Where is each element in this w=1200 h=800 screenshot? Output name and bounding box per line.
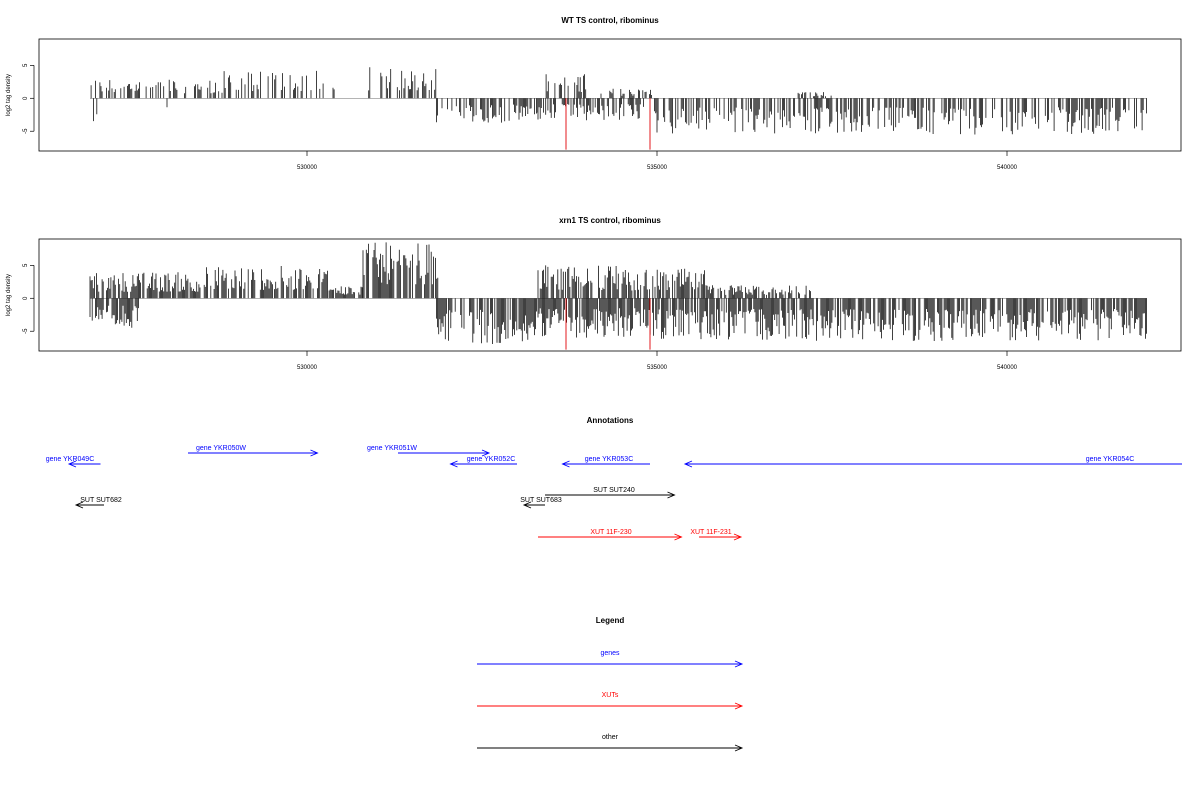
legend-label: XUTs [602, 692, 619, 699]
y-tick-label: 0 [23, 96, 29, 100]
wt-plot-frame [38, 38, 1182, 152]
legend-item: other [477, 734, 744, 752]
x-tick-label: 540000 [997, 165, 1018, 171]
wt-x-axis: 530000 535000 540000 [297, 151, 1018, 171]
x-tick-label: 530000 [297, 365, 318, 371]
annotation-feature: gene YKR050W [188, 445, 319, 457]
arrow-head-icon [67, 460, 77, 468]
xrn1-x-axis: 530000 535000 540000 [297, 351, 1018, 371]
y-tick-label: -5 [23, 128, 29, 134]
y-tick-label: 5 [23, 263, 29, 267]
wt-y-axis: 5 0 -5 [23, 63, 35, 134]
annotation-feature: gene YKR054C [683, 456, 1182, 468]
annotation-label: SUT SUT683 [520, 497, 562, 504]
annotation-label: XUT 11F-231 [690, 529, 731, 536]
legend-item: XUTs [477, 692, 744, 710]
annotations-title: Annotations [587, 416, 634, 425]
annotation-label: gene YKR049C [46, 456, 95, 463]
xrn1-density-panel: xrn1 TS control, ribominus 530000 535000 5… [6, 216, 1182, 371]
wt-density-panel: WT TS control, ribominus 530000 535000 540… [6, 16, 1182, 171]
annotation-feature: gene YKR051W [367, 445, 491, 457]
annotation-label: gene YKR052C [467, 456, 516, 463]
annotation-label: gene YKR051W [367, 445, 417, 452]
arrow-head-icon [683, 460, 693, 468]
legend-label: genes [600, 650, 620, 657]
arrow-head-icon [522, 501, 532, 509]
annotation-label: XUT 11F-230 [590, 529, 631, 536]
density-bars [89, 242, 1147, 344]
legend-title: Legend [596, 616, 625, 625]
annotation-feature: gene YKR049C [46, 456, 101, 468]
annotation-tracks: gene YKR049C gene YKR050W gene YKR051W gene… [46, 445, 1182, 541]
arrow-head-icon [667, 491, 676, 499]
arrow-head-icon [734, 660, 744, 668]
arrow-head-icon [310, 449, 319, 457]
arrow-head-icon [674, 533, 683, 541]
x-tick-label: 530000 [297, 165, 318, 171]
arrow-head-icon [481, 449, 491, 457]
arrow-head-icon [734, 702, 744, 710]
xrn1-bars [89, 242, 1147, 344]
annotation-label: gene YKR053C [585, 456, 634, 463]
xrn1-y-axis-label: log2 tag density [6, 274, 12, 316]
annotation-feature: SUT SUT683 [520, 497, 562, 509]
annotation-feature: SUT SUT682 [74, 497, 122, 509]
annotation-label: gene YKR054C [1086, 456, 1135, 463]
annotation-label: gene YKR050W [196, 445, 246, 452]
y-tick-label: 0 [23, 296, 29, 300]
density-bars [90, 67, 1147, 135]
annotation-label: SUT SUT240 [593, 487, 635, 494]
annotation-feature: gene YKR053C [561, 456, 650, 468]
wt-panel-title: WT TS control, ribominus [561, 16, 659, 25]
x-tick-label: 540000 [997, 365, 1018, 371]
y-tick-label: 5 [23, 63, 29, 67]
legend: genes XUTs other [477, 650, 744, 752]
arrow-head-icon [561, 460, 570, 468]
wt-bars [90, 67, 1147, 135]
annotation-feature: XUT 11F-231 [690, 529, 743, 541]
legend-item: genes [477, 650, 744, 668]
arrow-head-icon [449, 460, 458, 468]
annotation-feature: gene YKR052C [449, 456, 517, 468]
x-tick-label: 535000 [647, 165, 668, 171]
annotation-label: SUT SUT682 [80, 497, 122, 504]
xrn1-panel-title: xrn1 TS control, ribominus [559, 216, 661, 225]
xrn1-y-axis: 5 0 -5 [23, 263, 35, 334]
xrn1-plot-frame [38, 238, 1182, 352]
annotation-feature: XUT 11F-230 [538, 529, 683, 541]
arrow-head-icon [733, 533, 743, 541]
xrn1-highlighted-bars [565, 298, 651, 350]
arrow-head-icon [734, 744, 744, 752]
legend-label: other [602, 734, 619, 741]
wt-highlighted-bars [565, 98, 651, 150]
annotation-feature: SUT SUT240 [545, 487, 676, 499]
x-tick-label: 535000 [647, 365, 668, 371]
y-tick-label: -5 [23, 328, 29, 334]
arrow-head-icon [74, 501, 84, 509]
wt-y-axis-label: log2 tag density [6, 74, 12, 116]
